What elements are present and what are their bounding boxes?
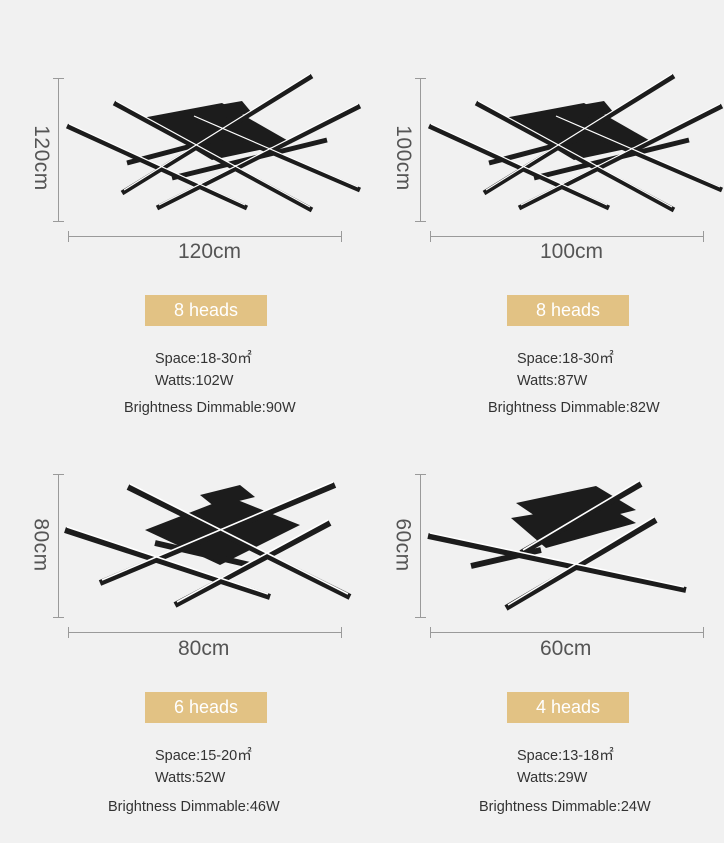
heads-badge: 8 heads — [507, 295, 629, 326]
height-dimension-line — [53, 78, 64, 222]
watts-spec: Watts:102W — [155, 373, 234, 389]
ceiling-lamp-4-heads-image — [427, 480, 687, 611]
height-dimension-line — [415, 78, 426, 222]
width-dimension-line — [430, 627, 704, 638]
product-panel-60: 60cm 60cm 4 heads Space:13-18㎡ Watts:29W… — [362, 400, 724, 815]
space-spec: Space:13-18㎡ — [517, 748, 614, 764]
height-label: 100cm — [391, 125, 415, 191]
space-spec: Space:15-20㎡ — [155, 748, 252, 764]
width-label: 100cm — [540, 240, 604, 263]
space-spec: Space:18-30㎡ — [155, 351, 252, 367]
height-label: 120cm — [29, 125, 53, 191]
width-dimension-line — [68, 231, 342, 242]
width-label: 120cm — [178, 240, 242, 263]
product-panel-80: 80cm 80cm 6 heads Space:15-20㎡ Watts:52W… — [0, 400, 362, 815]
height-label: 80cm — [29, 518, 53, 572]
dimmable-spec: Brightness Dimmable:24W — [479, 799, 651, 815]
dimmable-spec: Brightness Dimmable:82W — [488, 400, 660, 416]
height-dimension-line — [415, 474, 426, 618]
dimmable-spec: Brightness Dimmable:90W — [124, 400, 296, 416]
product-panel-120: 120cm 120cm 8 heads Space:18-30㎡ Watts:1… — [0, 0, 362, 416]
watts-spec: Watts:87W — [517, 373, 588, 389]
watts-spec: Watts:29W — [517, 770, 588, 786]
heads-badge: 6 heads — [145, 692, 267, 723]
ceiling-lamp-8-heads-image — [427, 73, 724, 213]
height-dimension-line — [53, 474, 64, 618]
width-label: 60cm — [540, 637, 592, 660]
width-dimension-line — [68, 627, 342, 638]
watts-spec: Watts:52W — [155, 770, 226, 786]
height-label: 60cm — [391, 518, 415, 572]
ceiling-lamp-8-heads-image — [65, 73, 362, 213]
heads-badge: 4 heads — [507, 692, 629, 723]
width-label: 80cm — [178, 637, 230, 660]
dimmable-spec: Brightness Dimmable:46W — [108, 799, 280, 815]
space-spec: Space:18-30㎡ — [517, 351, 614, 367]
width-dimension-line — [430, 231, 704, 242]
ceiling-lamp-6-heads-image — [64, 481, 352, 608]
product-panel-100: 100cm 100cm 8 heads Space:18-30㎡ Watts:8… — [362, 0, 724, 416]
heads-badge: 8 heads — [145, 295, 267, 326]
